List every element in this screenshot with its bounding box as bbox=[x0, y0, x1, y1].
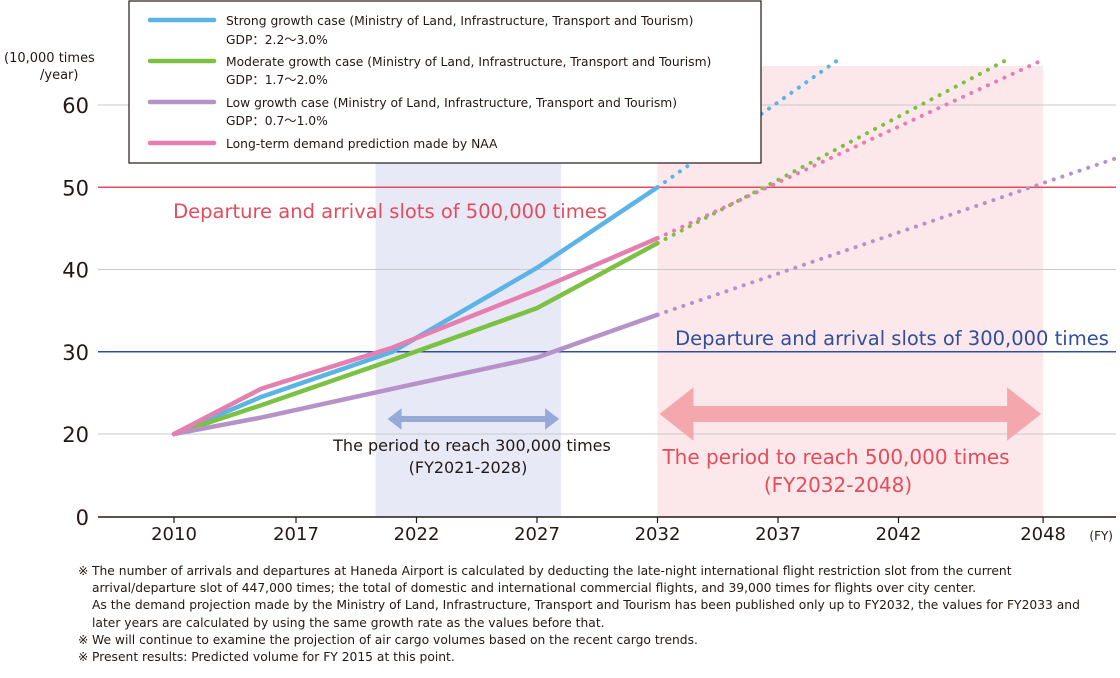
y-tick-label-0: 0 bbox=[76, 506, 89, 530]
series-projection-4 bbox=[655, 57, 1046, 241]
footnote-mark: ※ bbox=[78, 632, 89, 647]
x-tick-label-2042: 2042 bbox=[876, 524, 922, 545]
period-range-500000: (FY2032-2048) bbox=[764, 473, 912, 497]
x-tick-label-2017: 2017 bbox=[273, 524, 319, 545]
footnote-text: We will continue to examine the projecti… bbox=[92, 632, 698, 647]
series-line-2 bbox=[171, 240, 660, 437]
legend-box bbox=[128, 0, 762, 164]
footnote-text: Present results: Predicted volume for FY… bbox=[92, 650, 455, 665]
y-unit-label-line-2: /year) bbox=[40, 68, 78, 83]
legend-label-1: Strong growth case (Ministry of Land, In… bbox=[226, 14, 693, 28]
period-range-300000: (FY2021-2028) bbox=[409, 458, 528, 477]
x-tick-label-2022: 2022 bbox=[394, 524, 440, 545]
series-line-1 bbox=[171, 185, 660, 437]
period-arrow-500000 bbox=[659, 387, 1042, 441]
reference-label-500000: Departure and arrival slots of 500,000 t… bbox=[173, 200, 607, 223]
legend-sublabel-1: GDP：2.2〜3.0% bbox=[226, 33, 328, 47]
y-unit-label-line-1: (10,000 times bbox=[4, 51, 95, 66]
demand-chart: 0 20 30 40 50 60 2010 2017 2022 2027 2032 2037 2042 2… bbox=[4, 0, 1120, 545]
footnote-3: ※ Present results: Predicted volume for … bbox=[78, 649, 1108, 666]
footnotes: ※ The number of arrivals and departures … bbox=[78, 563, 1108, 666]
series-line-4 bbox=[171, 235, 660, 437]
x-tick-label-2048: 2048 bbox=[1020, 524, 1066, 545]
x-tick-label-2037: 2037 bbox=[755, 524, 801, 545]
footnote-text: The number of arrivals and departures at… bbox=[92, 564, 1012, 596]
x-tick-label-2032: 2032 bbox=[635, 524, 681, 545]
legend-label-4: Long-term demand prediction made by NAA bbox=[226, 137, 498, 151]
y-tick-label-20: 20 bbox=[62, 423, 89, 447]
legend-sublabel-2: GDP：1.7〜2.0% bbox=[226, 73, 328, 87]
series-line-3 bbox=[171, 312, 660, 437]
x-tick-label-2010: 2010 bbox=[151, 524, 197, 545]
period-label-500000: The period to reach 500,000 times bbox=[661, 445, 1009, 469]
series-projection-3 bbox=[655, 154, 1120, 317]
legend-sublabel-3: GDP：0.7〜1.0% bbox=[226, 114, 328, 128]
period-label-300000: The period to reach 300,000 times bbox=[332, 436, 611, 455]
legend-label-3: Low growth case (Ministry of Land, Infra… bbox=[226, 96, 677, 110]
legend-label-2: Moderate growth case (Ministry of Land, … bbox=[226, 55, 711, 69]
y-tick-label-30: 30 bbox=[62, 341, 89, 365]
x-unit-label: (FY) bbox=[1089, 529, 1113, 543]
y-tick-label-50: 50 bbox=[62, 176, 89, 200]
footnote-mark: ※ bbox=[78, 564, 89, 578]
footnote-2: ※ We will continue to examine the projec… bbox=[78, 632, 1108, 649]
footnote-text-continued: As the demand projection made by the Min… bbox=[92, 598, 1080, 630]
footnote-mark: ※ bbox=[78, 650, 89, 665]
y-tick-label-40: 40 bbox=[62, 259, 89, 283]
period-arrow-300000 bbox=[387, 408, 560, 430]
reference-label-300000: Departure and arrival slots of 300,000 t… bbox=[675, 327, 1109, 350]
footnote-1: ※ The number of arrivals and departures … bbox=[78, 563, 1108, 632]
x-tick-label-2027: 2027 bbox=[514, 524, 560, 545]
y-tick-label-60: 60 bbox=[62, 94, 89, 118]
